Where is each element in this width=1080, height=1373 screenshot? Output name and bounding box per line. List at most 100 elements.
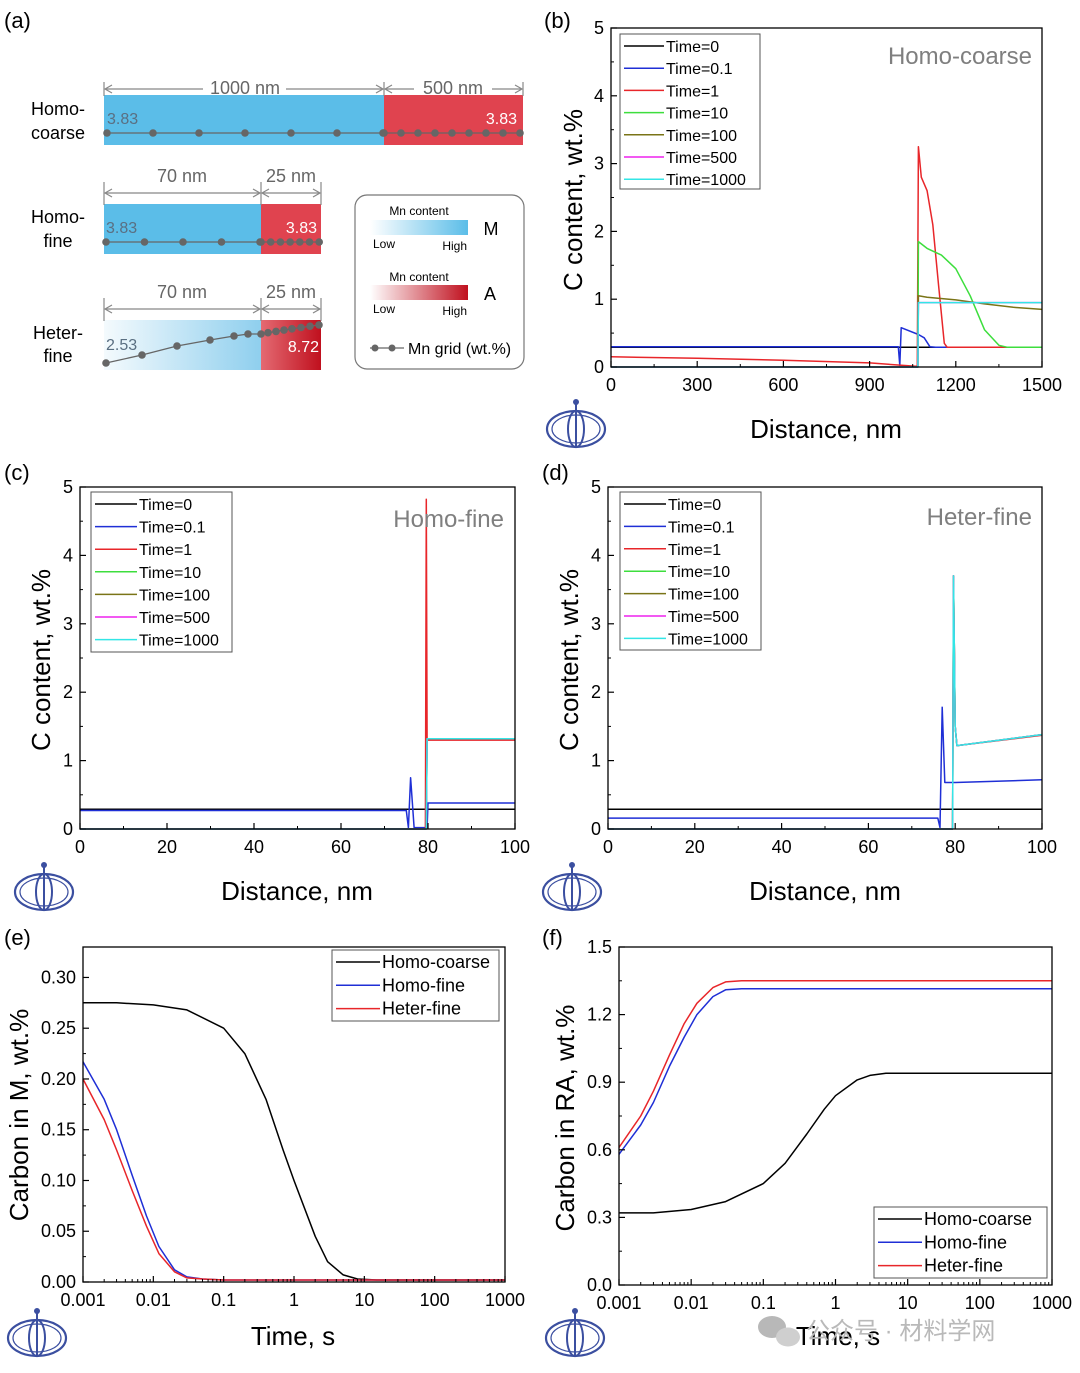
- m-mn-value: 3.83: [106, 220, 137, 237]
- row-name-line1: Homo-: [31, 207, 85, 227]
- y-tick-label: 2: [63, 682, 73, 702]
- mn-grid-point: [179, 238, 187, 246]
- series-line: [82, 1078, 505, 1281]
- x-tick-label: 0: [606, 375, 616, 395]
- mn-grid-point: [448, 129, 456, 137]
- x-tick-label: 1: [289, 1290, 299, 1310]
- y-tick-label: 0.3: [587, 1207, 612, 1227]
- panel-a: (a) Homo- coarse 1000 nm 500 nm 3.83 3.8…: [4, 8, 525, 370]
- m-width-label: 1000 nm: [210, 78, 280, 98]
- row-heter-fine: Heter- fine 70 nm 25 nm 2.53 8.72: [33, 282, 323, 370]
- x-tick-label: 1500: [1022, 375, 1062, 395]
- chart-annotation: Homo-fine: [393, 506, 504, 533]
- dimension-a: [260, 182, 322, 205]
- series-line: [80, 737, 515, 830]
- x-axis-label: Distance, nm: [750, 414, 902, 444]
- mn-grid-point: [244, 330, 252, 338]
- series-line: [618, 987, 1052, 1155]
- legend-label: Time=1: [668, 542, 721, 559]
- a-mn-value: 8.72: [288, 339, 319, 356]
- row-name-line2: fine: [43, 346, 72, 366]
- legend-label: Time=0.1: [666, 61, 733, 78]
- m-width-label: 70 nm: [157, 282, 207, 302]
- y-tick-label: 0.6: [587, 1140, 612, 1160]
- series-line: [80, 737, 515, 830]
- series-line: [608, 706, 1043, 829]
- a-width-label: 500 nm: [423, 78, 483, 98]
- y-tick-label: 0.30: [41, 967, 76, 987]
- panel-a-legend: Mn content Low High M Mn content Low Hig…: [354, 194, 525, 370]
- y-tick-label: 0.20: [41, 1069, 76, 1089]
- x-tick-label: 100: [1027, 837, 1057, 857]
- y-tick-label: 2: [591, 682, 601, 702]
- panel-label: (c): [4, 460, 30, 485]
- x-tick-label: 0.001: [60, 1290, 105, 1310]
- y-tick-label: 1: [591, 751, 601, 771]
- row-name-line2: coarse: [31, 123, 85, 143]
- x-tick-label: 600: [768, 375, 798, 395]
- mn-grid-point: [102, 238, 110, 246]
- x-tick-label: 20: [157, 837, 177, 857]
- grid-legend-label: Mn grid (wt.%): [408, 341, 511, 358]
- y-tick-label: 5: [591, 477, 601, 497]
- mn-grid-point: [296, 238, 304, 246]
- mn-grid-point: [306, 322, 314, 331]
- series-line: [82, 1061, 505, 1281]
- mn-grid-point: [414, 129, 422, 137]
- institution-logo-icon: [6, 1308, 68, 1358]
- a-width-label: 25 nm: [266, 282, 316, 302]
- mn-grid-point: [195, 129, 203, 137]
- y-tick-label: 0.10: [41, 1170, 76, 1190]
- logo-dot: [573, 399, 579, 405]
- chart-annotation: Heter-fine: [927, 504, 1032, 531]
- y-tick-label: 5: [63, 477, 73, 497]
- y-tick-label: 4: [591, 545, 601, 565]
- y-tick-label: 0.00: [41, 1272, 76, 1292]
- mn-grid-point: [102, 359, 110, 367]
- institution-logo-icon: [541, 862, 603, 912]
- series-line: [80, 737, 515, 830]
- x-tick-label: 60: [331, 837, 351, 857]
- x-tick-label: 60: [858, 837, 878, 857]
- legend-label: Time=1000: [666, 172, 746, 189]
- dimension-a: [383, 82, 524, 96]
- mn-grid-point: [103, 129, 111, 137]
- y-axis-label: Carbon in RA, wt.%: [550, 1005, 580, 1232]
- x-tick-label: 80: [418, 837, 438, 857]
- legend-label: Homo-fine: [924, 1232, 1007, 1252]
- y-tick-label: 0.25: [41, 1018, 76, 1038]
- mn-grid-point: [266, 238, 275, 246]
- series-line: [611, 240, 1042, 368]
- legend-label: Time=100: [668, 587, 739, 604]
- watermark: 公众号 · 材料学网: [758, 1316, 995, 1347]
- mn-grid-point: [380, 129, 388, 137]
- x-tick-label: 900: [855, 375, 885, 395]
- mn-grid-point: [206, 336, 214, 344]
- legend: Time=0 Time=0.1 Time=1 Time=10 Time=100 Time=…: [90, 491, 233, 653]
- y-tick-label: 3: [594, 154, 604, 174]
- mn-grid-point: [140, 238, 149, 246]
- x-tick-label: 10: [898, 1293, 918, 1313]
- x-tick-label: 1000: [485, 1290, 525, 1310]
- mn-grid-point: [286, 238, 294, 246]
- a-phase-bar: [384, 95, 523, 145]
- y-axis-label: Carbon in M, wt.%: [4, 1009, 34, 1221]
- mn-grid-point: [241, 129, 249, 137]
- institution-logo-icon: [13, 862, 75, 912]
- mn-grid-point: [276, 238, 285, 246]
- legend-label: Homo-fine: [382, 975, 465, 995]
- y-tick-label: 3: [63, 614, 73, 634]
- panel-f: (f) 0.001 0.01 0.1 1 10 100 1000 0.0 0.3 0.6 0.9 1.2…: [542, 925, 1072, 1351]
- legend-label: Heter-fine: [382, 999, 461, 1019]
- mn-grid-point: [138, 351, 146, 359]
- mn-grid-point: [257, 330, 265, 338]
- panel-label: (d): [542, 460, 569, 485]
- x-tick-label: 40: [244, 837, 264, 857]
- wechat-icon: [758, 1316, 800, 1347]
- x-tick-label: 1000: [1032, 1293, 1072, 1313]
- mn-grid-point: [288, 325, 296, 333]
- row-name-line1: Heter-: [33, 323, 83, 343]
- grid-legend-marker: [370, 344, 404, 352]
- y-tick-label: 1.2: [587, 1005, 612, 1025]
- logo-dot: [569, 862, 575, 868]
